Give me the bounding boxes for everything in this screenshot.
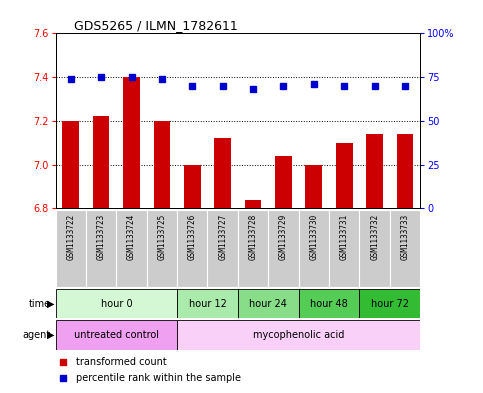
Text: GSM1133727: GSM1133727 [218,214,227,260]
Text: hour 48: hour 48 [310,299,348,309]
Bar [177,289,238,318]
Bar [123,77,140,208]
Text: time: time [28,299,51,309]
Bar [56,210,86,287]
Bar [147,210,177,287]
Bar [275,156,292,208]
Text: hour 72: hour 72 [371,299,409,309]
Bar [62,121,79,208]
Bar [93,116,110,208]
Bar [208,210,238,287]
Bar [154,121,170,208]
Bar [268,210,298,287]
Bar [238,289,298,318]
Bar [177,320,420,350]
Bar [116,210,147,287]
Bar [397,134,413,208]
Text: GSM1133730: GSM1133730 [309,214,318,260]
Text: hour 0: hour 0 [100,299,132,309]
Bar [298,289,359,318]
Bar [56,289,177,318]
Text: mycophenolic acid: mycophenolic acid [253,330,344,340]
Text: hour 12: hour 12 [188,299,227,309]
Text: GSM1133731: GSM1133731 [340,214,349,260]
Bar [214,138,231,208]
Bar [86,210,116,287]
Bar [56,320,177,350]
Bar [298,210,329,287]
Text: percentile rank within the sample: percentile rank within the sample [76,373,241,383]
Text: GSM1133724: GSM1133724 [127,214,136,260]
Bar [238,210,268,287]
Text: GSM1133733: GSM1133733 [400,214,410,260]
Bar [305,165,322,208]
Text: ▶: ▶ [47,299,55,309]
Bar [329,210,359,287]
Bar [336,143,353,208]
Bar [366,134,383,208]
Text: ▶: ▶ [47,330,55,340]
Text: hour 24: hour 24 [249,299,287,309]
Text: GSM1133722: GSM1133722 [66,214,75,260]
Text: GDS5265 / ILMN_1782611: GDS5265 / ILMN_1782611 [74,19,238,32]
Bar [359,210,390,287]
Text: agent: agent [23,330,51,340]
Bar [184,165,200,208]
Bar [177,210,208,287]
Text: GSM1133732: GSM1133732 [370,214,379,260]
Bar [359,289,420,318]
Bar [390,210,420,287]
Text: GSM1133726: GSM1133726 [188,214,197,260]
Text: GSM1133723: GSM1133723 [97,214,106,260]
Text: untreated control: untreated control [74,330,159,340]
Bar [245,200,261,208]
Text: transformed count: transformed count [76,357,166,367]
Text: GSM1133729: GSM1133729 [279,214,288,260]
Text: GSM1133725: GSM1133725 [157,214,167,260]
Text: GSM1133728: GSM1133728 [249,214,257,260]
